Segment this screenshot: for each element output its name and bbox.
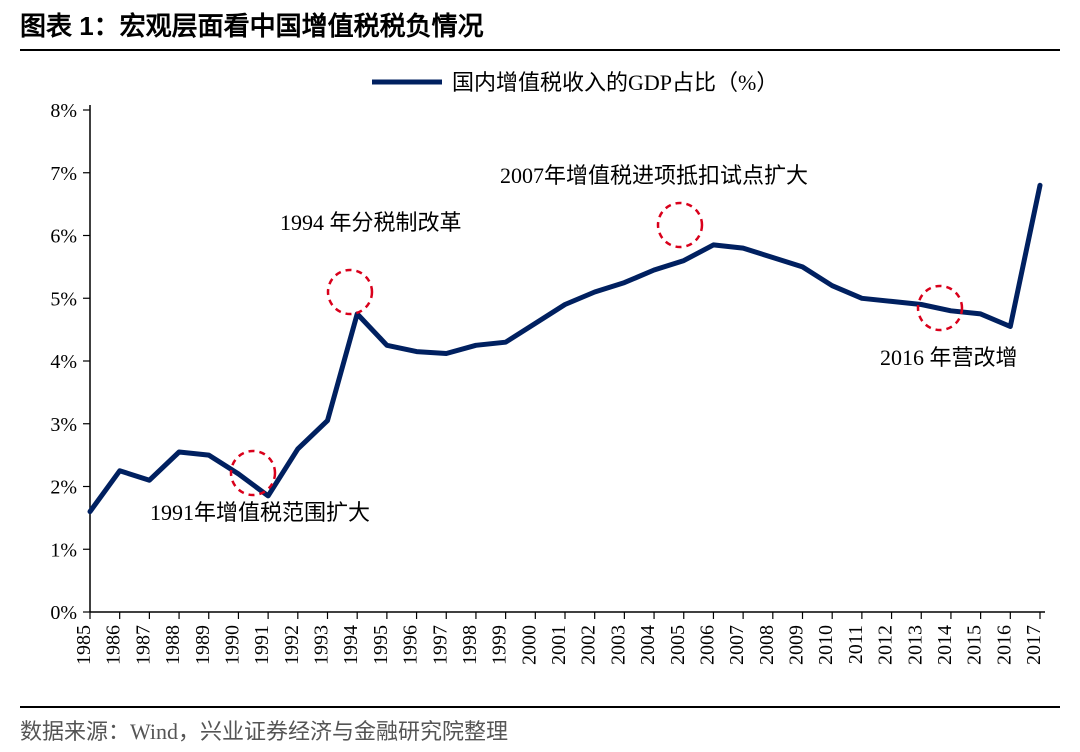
y-tick-label: 0%	[50, 602, 77, 624]
chart-title: 图表 1：宏观层面看中国增值税税负情况	[20, 11, 484, 41]
x-tick-label: 1994	[340, 625, 362, 665]
x-tick-label: 1985	[73, 625, 95, 665]
x-tick-label: 2003	[607, 625, 629, 665]
y-tick-label: 3%	[50, 414, 77, 436]
x-tick-label: 1995	[370, 625, 392, 665]
line-chart: 0% 1% 2% 3% 4% 5% 6% 7% 8% 1985 1986 1987 1988 1989 19…	[20, 60, 1060, 692]
x-tick-label: 1991	[251, 625, 273, 665]
chart-source-row: 数据来源：Wind，兴业证券经济与金融研究院整理	[20, 706, 1060, 746]
x-tick-label: 1987	[132, 625, 154, 665]
x-tick-label: 2015	[964, 625, 986, 665]
annotation-circle	[328, 270, 372, 314]
annotation-label: 2007年增值税进项抵扣试点扩大	[500, 163, 808, 188]
y-tick-label: 7%	[50, 163, 77, 185]
x-tick-label: 1997	[429, 625, 451, 665]
annotation-label: 1991年增值税范围扩大	[150, 500, 370, 525]
annotation-circle	[658, 203, 702, 247]
x-tick-label: 2010	[815, 625, 837, 665]
x-tick-label: 2002	[578, 625, 600, 665]
x-tick-label: 2011	[845, 625, 867, 664]
x-tick-label: 2000	[518, 625, 540, 665]
chart-source: 数据来源：Wind，兴业证券经济与金融研究院整理	[20, 719, 508, 744]
y-tick-label: 6%	[50, 226, 77, 248]
y-tick-label: 1%	[50, 539, 77, 561]
x-tick-label: 1992	[281, 625, 303, 665]
annotation-label: 1994 年分税制改革	[280, 210, 462, 235]
x-tick-label: 1989	[192, 625, 214, 665]
y-tick-label: 8%	[50, 100, 77, 122]
x-tick-label: 1986	[103, 625, 125, 665]
x-tick-label: 1999	[489, 625, 511, 665]
chart-title-row: 图表 1：宏观层面看中国增值税税负情况	[20, 6, 1060, 51]
x-tick-label: 2008	[756, 625, 778, 665]
x-tick-label: 1988	[162, 625, 184, 665]
x-tick-label: 1996	[400, 625, 422, 665]
x-tick-label: 2013	[904, 625, 926, 665]
x-tick-label: 1993	[311, 625, 333, 665]
y-tick-label: 5%	[50, 288, 77, 310]
legend-label: 国内增值税收入的GDP占比（%）	[452, 70, 778, 95]
x-tick-label: 2017	[1023, 625, 1045, 665]
annotation-label: 2016 年营改增	[880, 345, 1018, 370]
x-tick-label: 2007	[726, 625, 748, 665]
x-tick-label: 2012	[875, 625, 897, 665]
x-tick-label: 2004	[637, 625, 659, 665]
x-tick-label: 1990	[221, 625, 243, 665]
x-tick-label: 2005	[667, 625, 689, 665]
x-tick-label: 2016	[993, 625, 1015, 665]
x-tick-label: 2014	[934, 625, 956, 665]
x-tick-label: 2006	[696, 625, 718, 665]
x-tick-label: 2001	[548, 625, 570, 665]
chart-area: 0% 1% 2% 3% 4% 5% 6% 7% 8% 1985 1986 1987 1988 1989 19…	[20, 60, 1060, 692]
x-tick-label: 2009	[786, 625, 808, 665]
x-tick-label: 1998	[459, 625, 481, 665]
y-tick-label: 2%	[50, 477, 77, 499]
y-tick-label: 4%	[50, 351, 77, 373]
